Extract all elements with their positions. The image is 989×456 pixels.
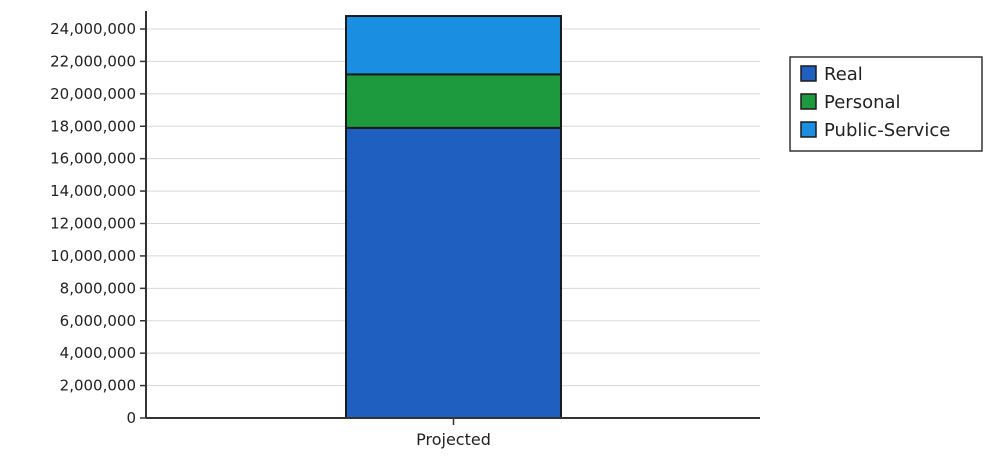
y-tick-label: 6,000,000 <box>60 312 136 330</box>
legend-swatch-personal <box>800 93 817 110</box>
y-tick-label: 12,000,000 <box>50 215 136 233</box>
legend-box <box>789 56 983 152</box>
y-tick-label: 8,000,000 <box>60 279 136 297</box>
y-tick-label: 18,000,000 <box>50 117 136 135</box>
y-tick-label: 10,000,000 <box>50 247 136 265</box>
y-axis-ticks: 0 2,000,000 4,000,000 6,000,000 8,000,000 10,… <box>50 20 146 427</box>
legend: Real Personal Public-Service <box>789 56 983 152</box>
legend-label: Public-Service <box>824 120 950 141</box>
bar-segment-real <box>345 126 562 420</box>
y-tick-label: 4,000,000 <box>60 344 136 362</box>
legend-swatch-public-service <box>800 121 817 138</box>
bar-stack <box>345 15 562 420</box>
x-axis-ticks: Projected <box>416 418 491 449</box>
bar-segment-public-service <box>345 15 562 76</box>
y-tick-label: 14,000,000 <box>50 182 136 200</box>
legend-label: Real <box>824 64 863 85</box>
y-tick-label: 20,000,000 <box>50 85 136 103</box>
legend-label: Personal <box>824 92 901 113</box>
y-tick-label: 2,000,000 <box>60 377 136 395</box>
legend-swatch-real <box>800 65 817 82</box>
y-tick-label: 22,000,000 <box>50 52 136 70</box>
x-tick-label: Projected <box>416 430 491 449</box>
y-tick-label: 0 <box>126 409 136 427</box>
bar-segment-personal <box>345 73 562 129</box>
y-tick-label: 16,000,000 <box>50 150 136 168</box>
y-tick-label: 24,000,000 <box>50 20 136 38</box>
